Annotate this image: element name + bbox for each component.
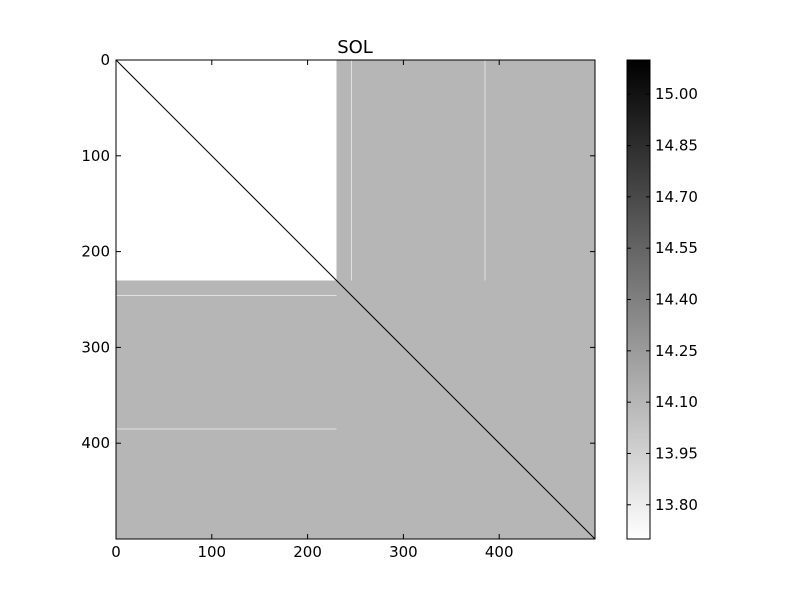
colorbar-tick-label: 14.10 <box>655 393 698 411</box>
heatmap-region-1 <box>336 60 595 281</box>
x-tick-label: 200 <box>293 543 322 561</box>
x-tick-label: 100 <box>197 543 226 561</box>
colorbar-tick-label: 13.80 <box>655 496 698 514</box>
y-tick-label: 200 <box>81 243 110 261</box>
x-tick-label: 400 <box>485 543 514 561</box>
x-tick-label: 300 <box>389 543 418 561</box>
y-tick-label: 300 <box>81 338 110 356</box>
chart-title: SOL <box>337 37 373 58</box>
colorbar-tick-label: 14.25 <box>655 342 698 360</box>
colorbar-tick-label: 15.00 <box>655 85 698 103</box>
colorbar-tick-label: 14.40 <box>655 291 698 309</box>
colorbar-tick-label: 14.85 <box>655 137 698 155</box>
axes-layer: 0 100 200 300 400 0 100 200 300 400 <box>81 51 596 561</box>
colorbar-tick-label: 14.70 <box>655 188 698 206</box>
heatmap-layer <box>115 59 596 540</box>
diagonal-line <box>115 59 596 540</box>
x-tick-label: 0 <box>111 543 121 561</box>
colorbar-tick-label: 13.95 <box>655 444 698 462</box>
heatmap-region-2 <box>116 280 337 539</box>
colorbar-tick-label: 14.55 <box>655 239 698 257</box>
y-tick-label: 0 <box>100 51 110 69</box>
y-tick-label: 400 <box>81 434 110 452</box>
plot-frame <box>115 59 596 540</box>
y-tick-label: 100 <box>81 147 110 165</box>
colorbar: 13.80 13.95 14.10 14.25 14.40 14.55 14.70 14.85… <box>626 59 698 540</box>
